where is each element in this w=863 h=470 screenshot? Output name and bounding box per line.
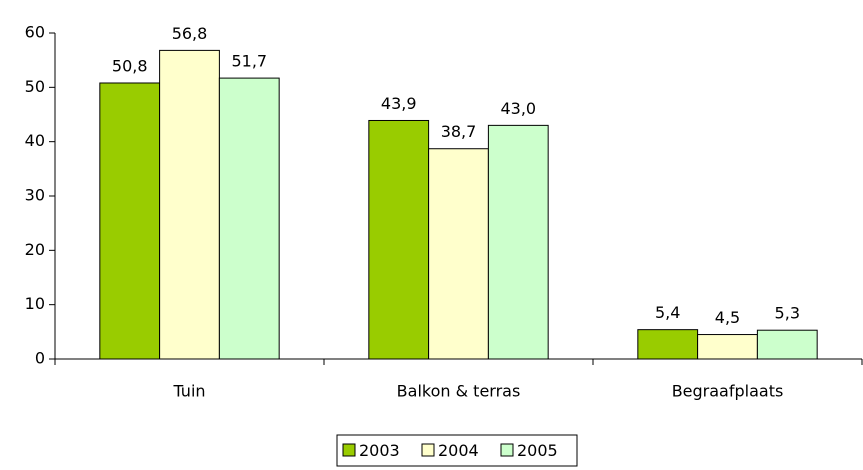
legend-box <box>336 434 578 467</box>
legend-label: 2003 <box>359 441 400 460</box>
data-label: 43,9 <box>381 94 417 113</box>
legend-swatch <box>342 443 356 457</box>
x-tick-label: Tuin <box>172 382 205 401</box>
bar <box>99 82 161 360</box>
data-label: 43,0 <box>500 99 536 118</box>
bar <box>368 119 430 360</box>
y-tick-label: 0 <box>35 349 45 368</box>
data-label: 38,7 <box>441 122 477 141</box>
data-label: 50,8 <box>112 56 148 75</box>
y-tick-label: 20 <box>25 240 45 259</box>
legend-swatch <box>500 443 514 457</box>
bar <box>218 77 280 360</box>
bar <box>159 49 220 360</box>
y-tick-label: 30 <box>25 186 45 205</box>
data-label: 5,3 <box>775 304 800 323</box>
y-tick-label: 50 <box>25 77 45 96</box>
legend-label: 2004 <box>438 441 479 460</box>
data-label: 56,8 <box>172 24 208 43</box>
data-label: 5,4 <box>655 303 680 322</box>
legend-label: 2005 <box>517 441 558 460</box>
x-tick-label: Balkon & terras <box>397 382 521 401</box>
bar <box>428 148 489 360</box>
bar <box>637 329 699 360</box>
bar <box>756 329 818 360</box>
y-tick-label: 40 <box>25 131 45 150</box>
x-tick-label: Begraafplaats <box>672 382 784 401</box>
data-label: 4,5 <box>715 308 740 327</box>
bar <box>697 334 758 360</box>
bar <box>487 124 549 360</box>
data-label: 51,7 <box>231 52 267 71</box>
legend-swatch <box>421 443 435 457</box>
y-tick-label: 60 <box>25 23 45 42</box>
y-tick-label: 10 <box>25 294 45 313</box>
